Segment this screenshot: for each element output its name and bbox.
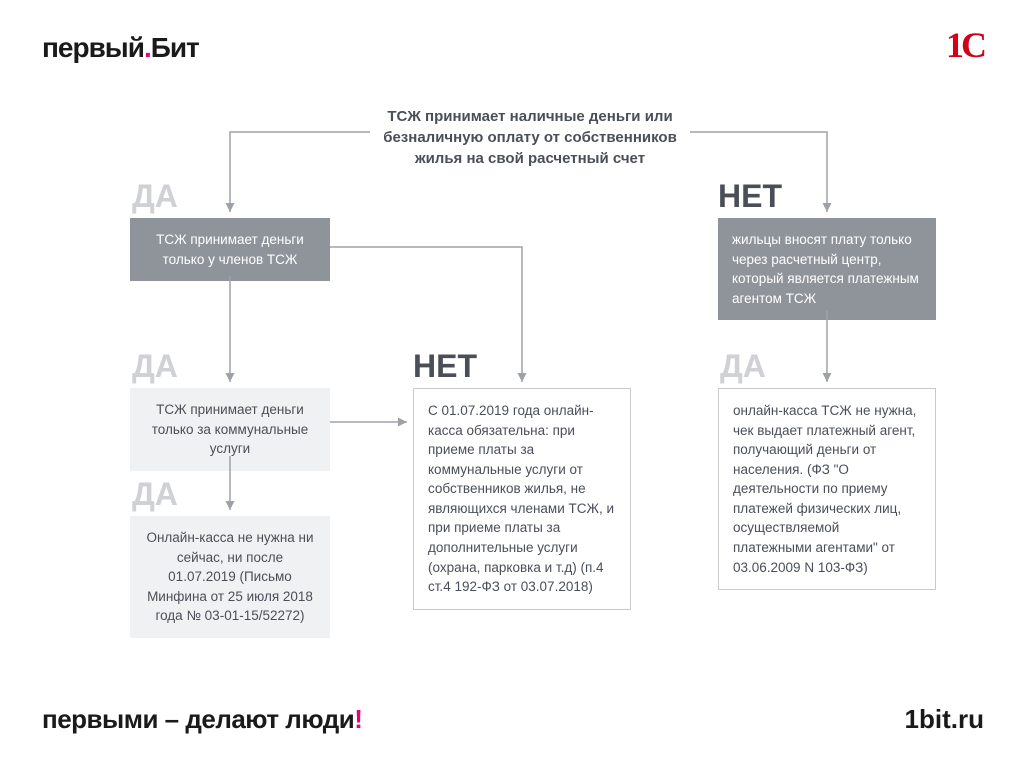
label-net-1: НЕТ [718, 178, 782, 215]
node-n5: онлайн-касса ТСЖ не нужна, чек выдает пл… [718, 388, 936, 590]
label-da-1: ДА [132, 178, 178, 215]
node-n6: Онлайн-касса не нужна ни сейчас, ни посл… [130, 516, 330, 638]
label-da-4: ДА [720, 348, 766, 385]
brand-logo-right: 1C [946, 24, 984, 66]
node-n2: жильцы вносят плату только через расчетн… [718, 218, 936, 320]
brand-word-2: Бит [151, 32, 199, 63]
footer-url: 1bit.ru [905, 704, 984, 735]
brand-word-1: первый [42, 32, 144, 63]
footer-text: первыми – делают люди [42, 704, 354, 734]
node-n1: ТСЖ принимает деньги только у членов ТСЖ [130, 218, 330, 281]
footer-slogan: первыми – делают люди! [42, 704, 362, 735]
label-da-3: ДА [132, 476, 178, 513]
flowchart-canvas: первый.Бит 1C ТСЖ принимает наличные ден… [0, 0, 1024, 767]
label-net-2: НЕТ [413, 348, 477, 385]
root-question: ТСЖ принимает наличные деньги или безнал… [370, 106, 690, 169]
label-da-2: ДА [132, 348, 178, 385]
node-n4: С 01.07.2019 года онлайн-касса обязатель… [413, 388, 631, 610]
footer-exclaim: ! [354, 704, 362, 734]
node-n3: ТСЖ принимает деньги только за коммуналь… [130, 388, 330, 471]
brand-logo-left: первый.Бит [42, 32, 199, 64]
brand-dot: . [144, 32, 151, 63]
